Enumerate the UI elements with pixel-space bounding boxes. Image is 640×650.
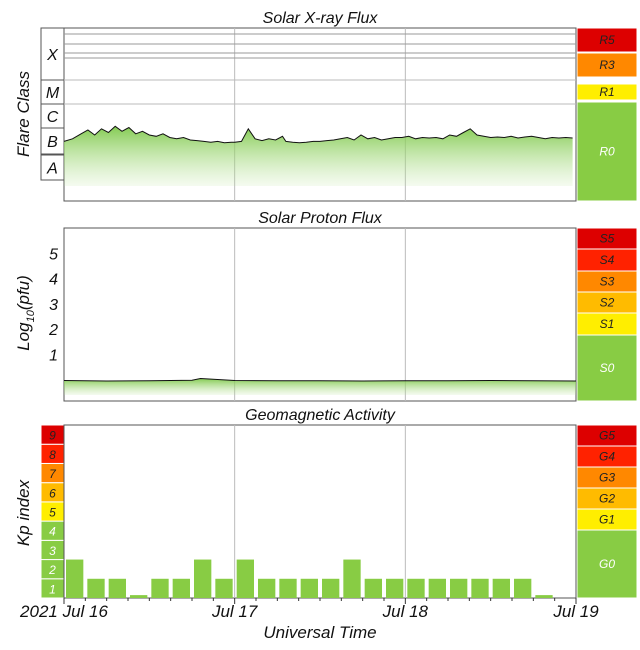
g-scale-g3-label: G3 [599,471,615,485]
kp-bar [172,578,190,598]
kp-bar [492,578,510,598]
xray-grid [64,28,576,201]
proton-y-tick-3: 3 [49,297,58,314]
proton-y-tick-4: 4 [49,272,58,289]
kp-grid [234,425,406,598]
proton-y-tick-2: 2 [48,322,58,339]
time-tick-label: Jul 17 [211,602,258,621]
kp-level-1-label: 1 [49,582,56,596]
kp-bar [407,578,425,598]
xray-ylabel: Flare Class [14,71,33,157]
time-tick-label: Jul 18 [382,602,429,621]
radiation-storm-scale: S5 S4 S3 S2 S1 S0 [576,227,638,402]
proton-title: Solar Proton Flux [258,210,383,227]
kp-bar [258,578,276,598]
kp-bar [535,595,553,598]
flare-class-c-label: C [47,109,59,126]
proton-flux-line [63,377,577,382]
kp-bar [108,578,126,598]
r-scale-r0-box [576,101,638,202]
proton-ylabel-tail: (pfu) [14,275,33,310]
r-scale-r3-label: R3 [599,58,615,72]
r-scale-r1-label: R1 [599,85,614,99]
proton-ylabel-main: Log [14,322,33,351]
kp-bar [364,578,382,598]
kp-bar [322,578,340,598]
kp-level-4-label: 4 [49,525,56,539]
kp-bar [130,595,148,598]
kp-bar [194,559,212,598]
s-scale-s0-box [576,334,638,402]
g-scale-g1-label: G1 [599,513,615,527]
s-scale-s3-label: S3 [600,275,615,289]
r-scale-r1-box [576,83,638,101]
kp-bar [151,578,169,598]
proton-plot-area [63,227,577,402]
xray-flux-series [63,125,573,186]
g-scale-g2-label: G2 [599,492,615,506]
s-scale-s1-label: S1 [600,317,615,331]
s-scale-s2-label: S2 [600,296,615,310]
proton-ylabel: Log10(pfu) [14,275,37,351]
g-scale-g5-label: G5 [599,429,615,443]
kp-bar [386,578,404,598]
r-scale-r5-label: R5 [599,33,615,47]
kp-level-8-label: 8 [49,448,56,462]
geomagnetic-storm-scale: G5 G4 G3 G2 G1 G0 [576,424,638,599]
proton-flux-series [63,377,577,395]
kp-level-9-label: 9 [49,429,56,443]
time-tick-label: Jul 19 [552,602,599,621]
time-axis-ticks: 2021 Jul 16 Jul 17 Jul 18 Jul 19 [19,598,599,621]
kp-level-5-label: 5 [49,506,56,520]
kp-level-2-label: 2 [48,563,56,577]
kp-level-3-label: 3 [49,544,56,558]
flare-class-a-label: A [46,161,58,178]
radio-blackout-scale: R5 R3 R1 R0 [576,27,638,202]
proton-grid [234,228,406,401]
time-tick-label: 2021 Jul 16 [19,602,108,621]
flare-class-m-label: M [46,85,60,102]
kp-ylabel: Kp index [14,479,33,546]
flare-class-x-label: X [46,47,59,64]
kp-bar [300,578,318,598]
g-scale-g0-label: G0 [599,557,615,571]
kp-bar [236,559,254,598]
kp-level-6-label: 6 [49,486,56,500]
kp-bar [450,578,468,598]
kp-bar [66,559,84,598]
g-scale-g4-label: G4 [599,450,615,464]
s-scale-s5-label: S5 [600,232,615,246]
kp-bars [66,559,553,598]
flare-class-b-label: B [47,134,58,151]
kp-bar [215,578,233,598]
proton-y-tick-1: 1 [49,347,58,364]
time-axis-label: Universal Time [263,623,376,642]
kp-bar [428,578,446,598]
kp-bar [279,578,297,598]
kp-bar [471,578,489,598]
kp-plot-area [63,424,577,599]
proton-ylabel-sub: 10 [25,309,37,322]
proton-flux-fill [64,378,576,395]
xray-flux-fill [64,126,573,186]
xray-flux-line [63,125,573,144]
xray-title: Solar X-ray Flux [263,10,379,27]
kp-level-7-label: 7 [49,467,57,481]
s-scale-s4-label: S4 [600,253,615,267]
proton-y-tick-5: 5 [49,246,58,263]
proton-y-ticks: 1 2 3 4 5 [48,246,58,364]
r-scale-r3-box [576,52,638,78]
r-scale-r5-box [576,27,638,53]
kp-bar [343,559,361,598]
kp-title: Geomagnetic Activity [245,407,396,424]
kp-bar [514,578,532,598]
s-scale-s0-label: S0 [600,361,615,375]
g-scale-g0-box [576,529,638,599]
kp-y-ticks: 1 2 3 4 5 6 7 8 9 [40,424,65,599]
r-scale-r0-label: R0 [599,145,615,159]
kp-bar [87,578,105,598]
